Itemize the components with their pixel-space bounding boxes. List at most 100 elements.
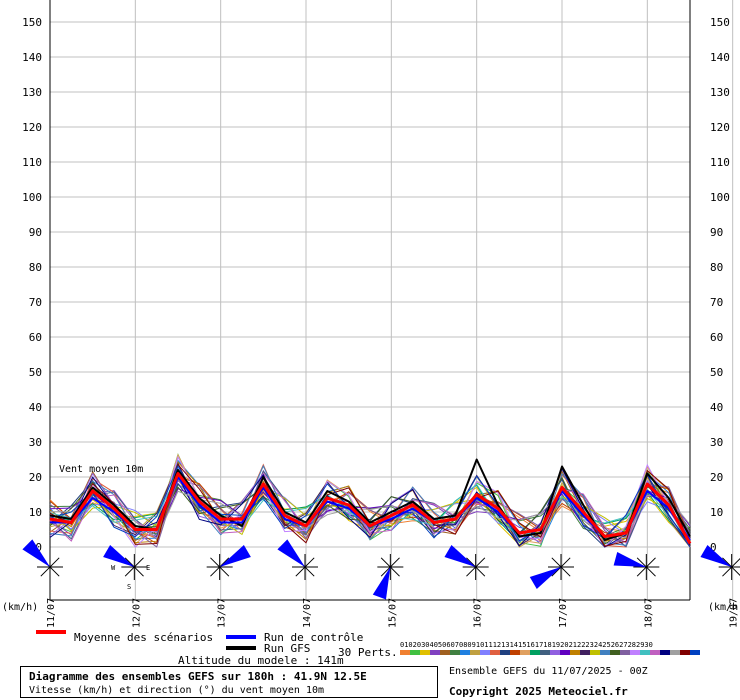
wind-compass-marker (372, 554, 404, 600)
ensemble-swatch (470, 650, 480, 655)
ensemble-swatches (400, 650, 700, 655)
x-tick-label: 17/07 (558, 598, 569, 628)
y-tick-left: 60 (29, 331, 42, 344)
ensemble-swatch (610, 650, 620, 655)
ensemble-swatch (430, 650, 440, 655)
y-tick-left: 110 (22, 156, 42, 169)
compass-ray (466, 557, 486, 577)
y-tick-right: 0 (710, 541, 717, 554)
x-tick-label: 15/07 (387, 598, 398, 628)
ensemble-line (49, 464, 691, 548)
run-label: Ensemble GEFS du 11/07/2025 - 00Z (449, 666, 648, 677)
legend-gfs-label: Run GFS (264, 642, 311, 655)
ensemble-swatch (520, 650, 530, 655)
wind-arrow (444, 544, 476, 567)
ensemble-swatch (480, 650, 490, 655)
main-series (49, 458, 692, 545)
compass-w: W (111, 564, 116, 572)
y-tick-left: 10 (29, 506, 42, 519)
y-tick-left: 0 (35, 541, 42, 554)
wind-compass-marker (103, 544, 148, 580)
wind-arrow (613, 551, 647, 567)
ensemble-swatch (620, 650, 630, 655)
info-title: Diagramme des ensembles GEFS sur 180h : … (29, 670, 367, 683)
ensemble-swatch (570, 650, 580, 655)
y-tick-left: 20 (29, 471, 42, 484)
y-tick-left: 150 (22, 16, 42, 29)
ensemble-line (49, 467, 691, 548)
y-tick-left: 30 (29, 436, 42, 449)
ensemble-swatch (690, 650, 700, 655)
ensemble-swatch (580, 650, 590, 655)
ensemble-swatch (590, 650, 600, 655)
x-tick-label: 12/07 (131, 598, 142, 628)
y-unit-right: (km/h) (708, 602, 740, 613)
y-tick-left: 130 (22, 86, 42, 99)
ensemble-swatch (530, 650, 540, 655)
ensemble-line (49, 486, 691, 539)
compass-e: E (146, 564, 150, 572)
y-tick-right: 50 (710, 366, 723, 379)
y-tick-right: 20 (710, 471, 723, 484)
copyright-label: Copyright 2025 Meteociel.fr (449, 685, 628, 698)
ensemble-members (49, 453, 691, 548)
ensemble-swatch (560, 650, 570, 655)
y-tick-right: 40 (710, 401, 723, 414)
ensemble-codes: 0102030405060708091011121314151617181920… (400, 641, 653, 649)
legend-lines (36, 630, 256, 650)
y-tick-left: 120 (22, 121, 42, 134)
ensemble-swatch (650, 650, 660, 655)
compass-ray (124, 557, 144, 577)
wind-arrow (529, 567, 561, 590)
wind-arrow (277, 539, 305, 567)
ensemble-swatch (460, 650, 470, 655)
wind-arrow (372, 567, 391, 600)
x-tick-label: 13/07 (217, 598, 228, 628)
ensemble-swatch (420, 650, 430, 655)
ensemble-swatch (680, 650, 690, 655)
y-tick-right: 60 (710, 331, 723, 344)
wind-compass-marker (22, 539, 63, 580)
y-tick-right: 130 (710, 86, 730, 99)
ensemble-swatch (550, 650, 560, 655)
y-tick-right: 90 (710, 226, 723, 239)
y-tick-left: 90 (29, 226, 42, 239)
ensemble-swatch (440, 650, 450, 655)
wind-compass-marker (277, 539, 318, 580)
ensemble-swatch (660, 650, 670, 655)
wind-compass-marker (444, 544, 489, 580)
ensemble-line (49, 468, 691, 548)
x-tick-label: 19/07 (729, 598, 740, 628)
legend-control-label: Run de contrôle (264, 631, 364, 644)
wind-compass-marker (613, 551, 660, 580)
y-tick-left: 140 (22, 51, 42, 64)
ensemble-swatch (600, 650, 610, 655)
y-tick-right: 80 (710, 261, 723, 274)
ensemble-swatch (450, 650, 460, 655)
ensemble-swatch (670, 650, 680, 655)
mean-series-line (49, 472, 692, 545)
wind-arrow (700, 544, 732, 567)
altitude-label: Altitude du modele : 141m (178, 654, 344, 667)
y-tick-left: 100 (22, 191, 42, 204)
x-tick-labels: 11/07 12/07 13/07 14/07 15/07 16/07 17/07 18/07… (46, 598, 740, 628)
x-tick-label: 16/07 (473, 598, 484, 628)
y-tick-right: 30 (710, 436, 723, 449)
y-tick-right: 10 (710, 506, 723, 519)
ensemble-swatch (540, 650, 550, 655)
y-tick-right: 70 (710, 296, 723, 309)
info-box: Diagramme des ensembles GEFS sur 180h : … (20, 666, 438, 698)
ensemble-swatch (400, 650, 410, 655)
y-tick-labels: 0 0 10 10 20 20 30 30 40 40 50 50 60 60 70 70 80 80 90 90 10… (22, 16, 730, 554)
compass-ray (210, 557, 230, 577)
ensemble-swatch (490, 650, 500, 655)
wind-arrow (22, 539, 50, 567)
wind-direction-row (22, 539, 740, 600)
ensemble-swatch (500, 650, 510, 655)
compass-ray (380, 557, 400, 577)
ensemble-swatch (410, 650, 420, 655)
wind-compass-marker (206, 544, 251, 580)
wind-arrow (103, 544, 135, 567)
ensemble-swatch (630, 650, 640, 655)
